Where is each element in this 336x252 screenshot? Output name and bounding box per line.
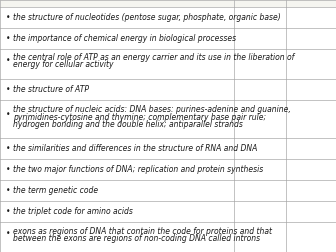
Text: energy for cellular activity: energy for cellular activity	[13, 60, 113, 70]
Text: •: •	[6, 110, 10, 119]
Text: •: •	[6, 56, 10, 65]
Bar	[0, 0, 336, 7]
Text: •: •	[6, 229, 10, 238]
Bar	[234, 159, 286, 180]
Bar	[0, 201, 234, 222]
Bar	[0, 222, 234, 252]
Bar	[234, 100, 286, 138]
Bar	[286, 180, 336, 201]
Text: pyrimidines-cytosine and thymine; complementary base pair rule;: pyrimidines-cytosine and thymine; comple…	[13, 113, 266, 122]
Text: •: •	[6, 34, 10, 43]
Bar	[0, 7, 234, 28]
Text: •: •	[6, 13, 10, 22]
Bar	[286, 7, 336, 28]
Bar	[286, 49, 336, 79]
Text: hydrogen bonding and the double helix; antiparallel strands: hydrogen bonding and the double helix; a…	[13, 120, 243, 129]
Bar	[0, 180, 234, 201]
Bar	[0, 28, 234, 49]
Bar	[286, 201, 336, 222]
Bar	[286, 159, 336, 180]
Bar	[234, 138, 286, 159]
Text: between the exons are regions of non-coding DNA called introns: between the exons are regions of non-cod…	[13, 234, 260, 243]
Text: •: •	[6, 186, 10, 195]
Text: the structure of ATP: the structure of ATP	[13, 85, 89, 94]
Text: •: •	[6, 207, 10, 216]
Text: the central role of ATP as an energy carrier and its use in the liberation of: the central role of ATP as an energy car…	[13, 53, 294, 62]
Text: •: •	[6, 165, 10, 174]
Text: the two major functions of DNA; replication and protein synthesis: the two major functions of DNA; replicat…	[13, 165, 263, 174]
Bar	[286, 138, 336, 159]
Bar	[234, 7, 286, 28]
Bar	[234, 201, 286, 222]
Text: the similarities and differences in the structure of RNA and DNA: the similarities and differences in the …	[13, 144, 257, 153]
Text: the triplet code for amino acids: the triplet code for amino acids	[13, 207, 133, 216]
Text: exons as regions of DNA that contain the code for proteins and that: exons as regions of DNA that contain the…	[13, 227, 272, 236]
Bar	[0, 159, 234, 180]
Text: the structure of nucleotides (pentose sugar, phosphate, organic base): the structure of nucleotides (pentose su…	[13, 13, 281, 22]
Text: •: •	[6, 144, 10, 153]
Bar	[286, 79, 336, 100]
Text: •: •	[6, 85, 10, 94]
Bar	[234, 180, 286, 201]
Text: the structure of nucleic acids: DNA bases: purines-adenine and guanine,: the structure of nucleic acids: DNA base…	[13, 106, 291, 114]
Text: the term genetic code: the term genetic code	[13, 186, 98, 195]
Bar	[234, 222, 286, 252]
Bar	[286, 222, 336, 252]
Bar	[234, 79, 286, 100]
Bar	[234, 49, 286, 79]
Bar	[0, 49, 234, 79]
Bar	[286, 100, 336, 138]
Bar	[234, 28, 286, 49]
Text: the importance of chemical energy in biological processes: the importance of chemical energy in bio…	[13, 34, 236, 43]
Bar	[0, 79, 234, 100]
Bar	[0, 100, 234, 138]
Bar	[0, 138, 234, 159]
Bar	[286, 28, 336, 49]
